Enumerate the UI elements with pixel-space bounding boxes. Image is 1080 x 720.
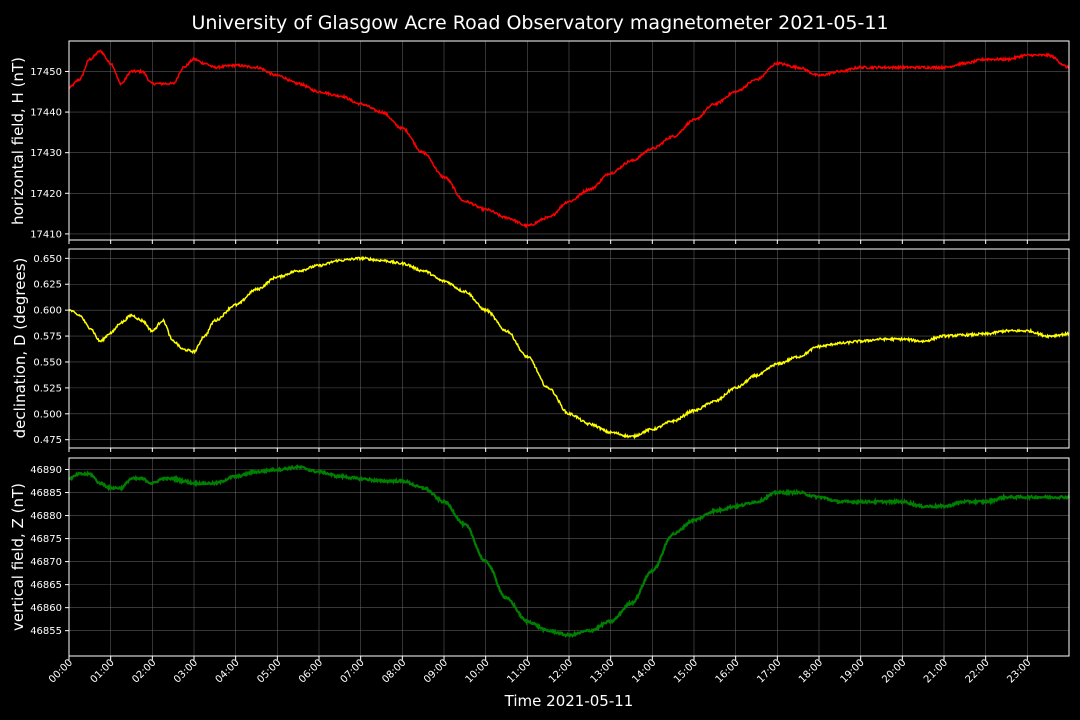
declination-ytick-label: 0.600 [33, 306, 62, 317]
x-tick-label: 16:00 [714, 657, 742, 685]
x-tick-label: 05:00 [255, 657, 283, 685]
x-tick-label: 19:00 [839, 657, 867, 685]
x-tick-label: 15:00 [672, 657, 700, 685]
z-field-series-line [68, 464, 1071, 639]
declination-ytick-label: 0.500 [33, 409, 62, 420]
x-tick-label: 23:00 [1005, 657, 1033, 685]
x-axis-label: Time 2021-05-11 [504, 692, 634, 710]
x-tick-label: 03:00 [172, 657, 200, 685]
declination-ytick-label: 0.550 [33, 357, 62, 368]
x-tick-label: 09:00 [422, 657, 450, 685]
declination-frame [68, 248, 1070, 449]
x-axis-tick-labels: 00:00 01:00 02:00 03:00 04:00 05:00 06:00 07:00… [47, 657, 1033, 685]
declination-ytick-label: 0.650 [33, 254, 62, 265]
h-field-series-line [68, 49, 1070, 229]
x-tick-label: 04:00 [214, 657, 242, 685]
h-field-panel: 17410 17420 17430 17440 17450 [30, 40, 1070, 244]
x-tick-label: 22:00 [964, 657, 992, 685]
z-field-panel: 46855 46860 46865 46870 46875 46880 46885 46890 [30, 457, 1071, 660]
z-field-ytick-label: 46865 [30, 580, 62, 591]
x-tick-label: 11:00 [505, 657, 533, 685]
h-field-ytick-label: 17450 [30, 67, 62, 78]
x-tick-label: 21:00 [922, 657, 950, 685]
z-field-ytick-label: 46885 [30, 488, 62, 499]
x-tick-label: 13:00 [589, 657, 617, 685]
declination-ytick-label: 0.575 [33, 332, 62, 343]
declination-ytick-label: 0.525 [33, 383, 62, 394]
h-field-ytick-label: 17440 [30, 108, 62, 119]
x-tick-label: 18:00 [797, 657, 825, 685]
h-field-ylabel: horizontal field, H (nT) [9, 57, 27, 225]
z-field-ytick-label: 46870 [30, 557, 62, 568]
z-field-ylabel: vertical field, Z (nT) [9, 483, 27, 631]
declination-ylabel: declination, D (degrees) [11, 258, 29, 439]
x-tick-label: 07:00 [339, 657, 367, 685]
x-tick-label: 17:00 [755, 657, 783, 685]
z-field-ytick-label: 46855 [30, 626, 62, 637]
h-field-ytick-label: 17430 [30, 148, 62, 159]
z-field-ytick-label: 46860 [30, 603, 62, 614]
x-tick-label: 08:00 [380, 657, 408, 685]
x-tick-label: 01:00 [89, 657, 117, 685]
z-field-ytick-label: 46875 [30, 534, 62, 545]
x-tick-label: 10:00 [464, 657, 492, 685]
h-field-ytick-label: 17410 [30, 229, 62, 240]
x-tick-label: 02:00 [130, 657, 158, 685]
z-field-frame [68, 457, 1070, 657]
x-tick-label: 20:00 [880, 657, 908, 685]
x-tick-label: 00:00 [47, 657, 75, 685]
declination-ytick-label: 0.475 [33, 435, 62, 446]
x-tick-label: 06:00 [297, 657, 325, 685]
declination-series-line [68, 255, 1070, 440]
declination-ytick-label: 0.625 [33, 280, 62, 291]
x-tick-label: 12:00 [547, 657, 575, 685]
x-tick-label: 14:00 [630, 657, 658, 685]
declination-panel: 0.475 0.500 0.525 0.550 0.575 0.600 0.625 0.650 [33, 248, 1070, 452]
z-field-ytick-label: 46890 [30, 465, 62, 476]
z-field-ytick-label: 46880 [30, 511, 62, 522]
chart-title: University of Glasgow Acre Road Observat… [191, 12, 888, 34]
h-field-frame [68, 40, 1070, 241]
h-field-ytick-label: 17420 [30, 189, 62, 200]
